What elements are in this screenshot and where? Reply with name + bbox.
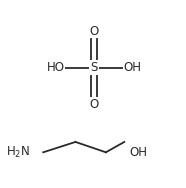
Text: OH: OH [123, 61, 141, 74]
Text: O: O [89, 98, 99, 111]
Text: HO: HO [46, 61, 64, 74]
Text: OH: OH [130, 146, 148, 159]
Text: S: S [90, 61, 98, 74]
Text: O: O [89, 25, 99, 38]
Text: $\mathregular{H_2N}$: $\mathregular{H_2N}$ [6, 145, 30, 160]
